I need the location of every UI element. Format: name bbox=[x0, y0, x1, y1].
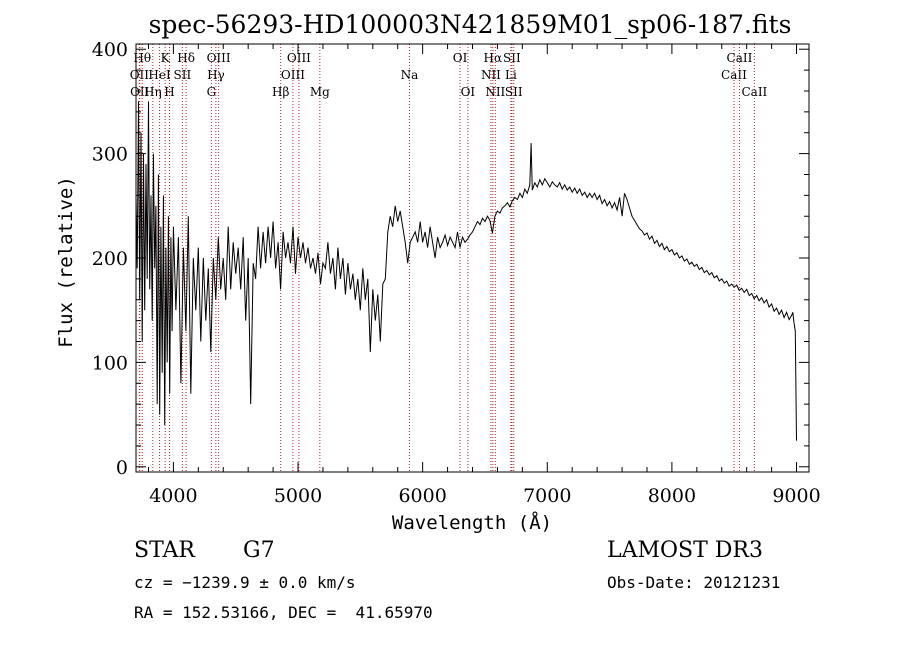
chart-title: spec-56293-HD100003N421859M01_sp06-187.f… bbox=[149, 10, 792, 39]
line-label-oii: OII bbox=[130, 85, 150, 99]
x-tick-label: 4000 bbox=[149, 485, 197, 507]
line-label-caii: CaII bbox=[741, 85, 767, 99]
x-tick-label: 9000 bbox=[772, 485, 820, 507]
y-tick-label: 200 bbox=[92, 248, 128, 270]
x-tick-label: 7000 bbox=[523, 485, 571, 507]
x-tick-label: 6000 bbox=[398, 485, 446, 507]
coordinates: RA = 152.53166, DEC = 41.65970 bbox=[134, 603, 433, 622]
line-label-oi: OI bbox=[461, 85, 476, 99]
y-axis-label: Flux (relative) bbox=[55, 176, 77, 348]
x-tick-label: 5000 bbox=[274, 485, 322, 507]
line-label-hei: HeI bbox=[148, 68, 171, 82]
line-label-sii: SII bbox=[174, 68, 192, 82]
line-label-hθ: Hθ bbox=[133, 51, 151, 65]
object-subclass: G7 bbox=[243, 538, 275, 563]
line-label-oiii: OIII bbox=[281, 68, 305, 82]
series-flux bbox=[135, 101, 797, 441]
line-label-na: Na bbox=[401, 68, 419, 82]
y-tick-label: 300 bbox=[92, 144, 128, 166]
line-label-mg: Mg bbox=[310, 85, 330, 99]
line-label-hβ: Hβ bbox=[272, 85, 289, 99]
observation-date: Obs-Date: 20121231 bbox=[607, 573, 781, 592]
y-tick-label: 0 bbox=[116, 457, 128, 479]
line-label-li: Li bbox=[505, 68, 517, 82]
line-markers: OIIOIIHθHηHeIKSIIHHδGHγOIIIHβOIIIOIIIMgN… bbox=[130, 44, 768, 472]
y-tick-label: 400 bbox=[92, 39, 128, 61]
line-label-oiii: OIII bbox=[287, 51, 311, 65]
line-label-k: K bbox=[161, 51, 171, 65]
y-axis-ticks: 0 100 200 300 400 bbox=[92, 39, 809, 479]
line-label-nii: NII bbox=[485, 85, 505, 99]
line-label-g: G bbox=[207, 85, 217, 99]
line-label-hη: Hη bbox=[144, 85, 162, 99]
line-label-caii: CaII bbox=[721, 68, 747, 82]
x-axis-label: Wavelength (Å) bbox=[392, 511, 552, 534]
spectrum-series bbox=[135, 101, 797, 441]
line-label-nii: NII bbox=[481, 68, 501, 82]
line-label-oi: OI bbox=[453, 51, 468, 65]
line-label-oiii: OIII bbox=[207, 51, 231, 65]
line-label-sii: SII bbox=[503, 51, 521, 65]
line-label-hγ: Hγ bbox=[207, 68, 225, 82]
y-tick-label: 100 bbox=[92, 352, 128, 374]
line-label-hα: Hα bbox=[484, 51, 503, 65]
line-label-sii: SII bbox=[505, 85, 523, 99]
survey-name: LAMOST DR3 bbox=[607, 538, 763, 563]
line-label-hδ: Hδ bbox=[177, 51, 195, 65]
redshift-velocity: cz = −1239.9 ± 0.0 km/s bbox=[134, 573, 356, 592]
x-axis-ticks: 4000 5000 6000 7000 8000 9000 bbox=[147, 44, 821, 507]
line-label-caii: CaII bbox=[727, 51, 753, 65]
object-class: STAR bbox=[134, 538, 195, 563]
line-label-h: H bbox=[164, 85, 174, 99]
x-tick-label: 8000 bbox=[648, 485, 696, 507]
